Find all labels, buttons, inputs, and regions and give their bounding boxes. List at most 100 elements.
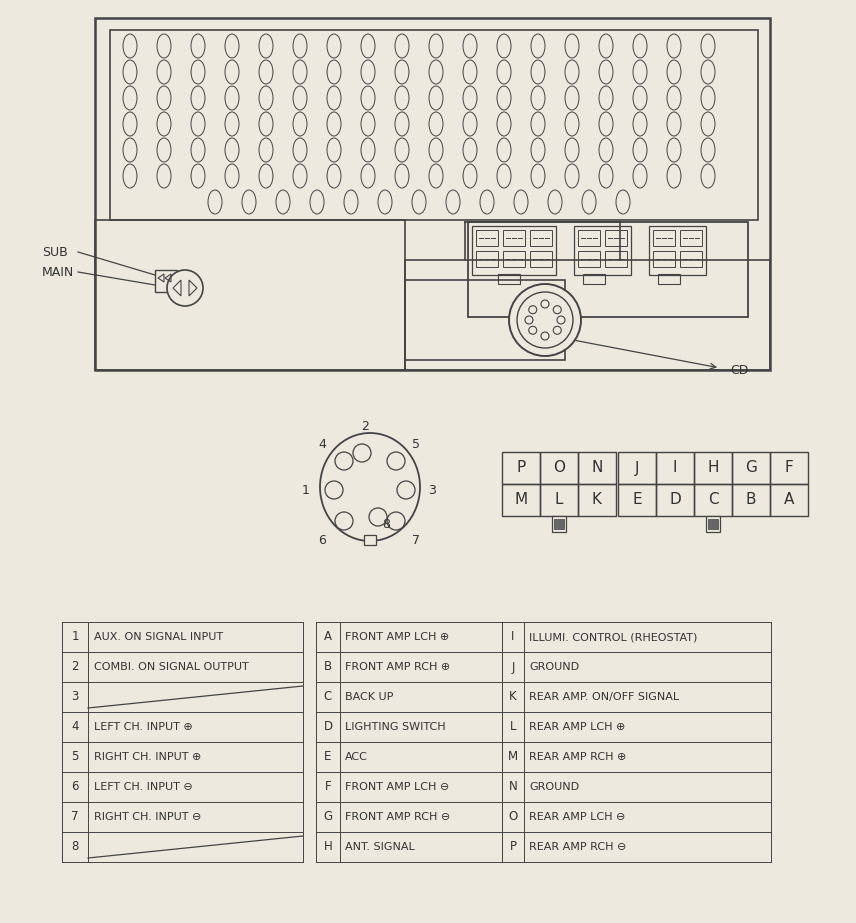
Circle shape	[525, 316, 533, 324]
Bar	[578, 251, 600, 267]
Ellipse shape	[259, 138, 273, 162]
Circle shape	[541, 332, 549, 340]
Text: GROUND: GROUND	[529, 662, 580, 672]
Ellipse shape	[463, 112, 477, 136]
Ellipse shape	[633, 60, 647, 84]
Ellipse shape	[157, 112, 171, 136]
Ellipse shape	[667, 86, 681, 110]
Text: LIGHTING SWITCH: LIGHTING SWITCH	[345, 722, 446, 732]
Ellipse shape	[225, 34, 239, 58]
Text: H: H	[707, 461, 719, 475]
Bar	[578, 452, 616, 484]
Bar	[649, 226, 706, 275]
Ellipse shape	[259, 112, 273, 136]
Text: ANT. SIGNAL: ANT. SIGNAL	[345, 842, 415, 852]
Ellipse shape	[327, 164, 341, 188]
Bar	[540, 342, 550, 350]
Ellipse shape	[157, 164, 171, 188]
Ellipse shape	[497, 164, 511, 188]
Bar	[653, 230, 675, 246]
Ellipse shape	[446, 190, 460, 214]
Circle shape	[387, 452, 405, 470]
Bar	[95, 18, 770, 370]
Ellipse shape	[463, 164, 477, 188]
Ellipse shape	[429, 60, 443, 84]
Ellipse shape	[633, 34, 647, 58]
Ellipse shape	[463, 86, 477, 110]
Ellipse shape	[395, 138, 409, 162]
Text: L: L	[555, 493, 563, 508]
Ellipse shape	[361, 86, 375, 110]
Bar	[732, 452, 770, 484]
Text: REAR AMP LCH ⊕: REAR AMP LCH ⊕	[529, 722, 626, 732]
Text: 1: 1	[71, 630, 79, 643]
Ellipse shape	[599, 138, 613, 162]
Ellipse shape	[123, 34, 137, 58]
Ellipse shape	[361, 60, 375, 84]
Ellipse shape	[429, 138, 443, 162]
Ellipse shape	[327, 138, 341, 162]
Circle shape	[553, 327, 562, 334]
Bar	[540, 452, 578, 484]
Text: FRONT AMP RCH ⊖: FRONT AMP RCH ⊖	[345, 812, 450, 822]
Text: 3: 3	[428, 484, 436, 497]
Bar	[680, 230, 702, 246]
Bar	[476, 251, 498, 267]
Bar	[708, 519, 718, 529]
Ellipse shape	[344, 190, 358, 214]
Ellipse shape	[497, 60, 511, 84]
Ellipse shape	[548, 190, 562, 214]
Bar	[732, 484, 770, 516]
Ellipse shape	[123, 138, 137, 162]
Ellipse shape	[361, 164, 375, 188]
Bar	[95, 220, 405, 370]
Bar	[405, 280, 565, 360]
Ellipse shape	[565, 34, 579, 58]
Text: D: D	[669, 493, 681, 508]
Ellipse shape	[429, 164, 443, 188]
Bar	[502, 452, 540, 484]
Ellipse shape	[667, 34, 681, 58]
Bar	[706, 516, 720, 532]
Text: BACK UP: BACK UP	[345, 692, 394, 702]
Bar	[155, 270, 177, 292]
Ellipse shape	[429, 34, 443, 58]
Ellipse shape	[667, 112, 681, 136]
Ellipse shape	[259, 60, 273, 84]
Text: L: L	[510, 721, 516, 734]
Text: F: F	[785, 461, 794, 475]
Circle shape	[509, 284, 581, 356]
Ellipse shape	[293, 164, 307, 188]
Text: I: I	[673, 461, 677, 475]
Text: M: M	[514, 493, 527, 508]
Ellipse shape	[225, 164, 239, 188]
Ellipse shape	[361, 34, 375, 58]
Text: ILLUMI. CONTROL (RHEOSTAT): ILLUMI. CONTROL (RHEOSTAT)	[529, 632, 698, 642]
Bar	[618, 452, 656, 484]
Bar	[472, 226, 556, 275]
Text: CD: CD	[730, 364, 748, 377]
Ellipse shape	[497, 34, 511, 58]
Ellipse shape	[599, 86, 613, 110]
Bar	[770, 452, 808, 484]
Circle shape	[541, 300, 549, 308]
Ellipse shape	[633, 86, 647, 110]
Ellipse shape	[497, 138, 511, 162]
Text: FRONT AMP RCH ⊕: FRONT AMP RCH ⊕	[345, 662, 450, 672]
Text: 8: 8	[71, 841, 79, 854]
Ellipse shape	[293, 138, 307, 162]
Ellipse shape	[633, 138, 647, 162]
Ellipse shape	[531, 164, 545, 188]
Ellipse shape	[514, 190, 528, 214]
Circle shape	[397, 481, 415, 499]
Text: MAIN: MAIN	[42, 266, 74, 279]
Ellipse shape	[361, 138, 375, 162]
Ellipse shape	[582, 190, 596, 214]
Text: B: B	[324, 661, 332, 674]
Ellipse shape	[259, 34, 273, 58]
Text: C: C	[324, 690, 332, 703]
Text: 1: 1	[302, 484, 310, 497]
Ellipse shape	[480, 190, 494, 214]
Ellipse shape	[191, 112, 205, 136]
Ellipse shape	[242, 190, 256, 214]
